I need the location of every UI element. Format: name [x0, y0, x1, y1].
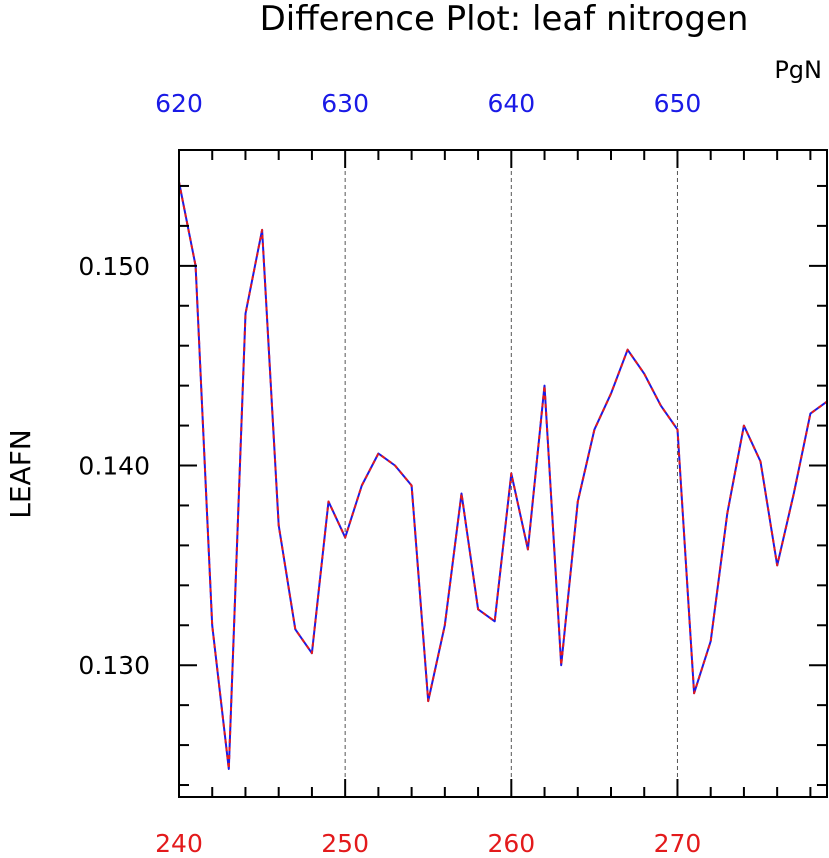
- y-tick-label-0.130: 0.130: [78, 651, 150, 680]
- bottom-tick-label-250: 250: [321, 829, 369, 858]
- bottom-tick-label-260: 260: [487, 829, 535, 858]
- tick-marks: [178, 150, 827, 797]
- bottom-tick-label-270: 270: [654, 829, 702, 858]
- y-tick-label-0.140: 0.140: [78, 452, 150, 481]
- top-tick-label-640: 640: [487, 89, 535, 118]
- y-tick-label-0.150: 0.150: [78, 252, 150, 281]
- y-axis-label: LEAFN: [4, 429, 37, 519]
- series-layer: [178, 181, 828, 770]
- top-tick-label-650: 650: [654, 89, 702, 118]
- top-tick-label-620: 620: [155, 89, 203, 118]
- plot-frame: [178, 149, 828, 798]
- bottom-tick-label-240: 240: [155, 829, 203, 858]
- top-axis-unit: PgN: [774, 56, 822, 84]
- tick-labels: 240 250 260 270 620 630 640 650 0.130 0.140 0.150: [78, 89, 701, 858]
- top-tick-label-630: 630: [321, 89, 369, 118]
- chart-title: Difference Plot: leaf nitrogen: [260, 0, 749, 39]
- series-line-dashed-0: [178, 181, 828, 770]
